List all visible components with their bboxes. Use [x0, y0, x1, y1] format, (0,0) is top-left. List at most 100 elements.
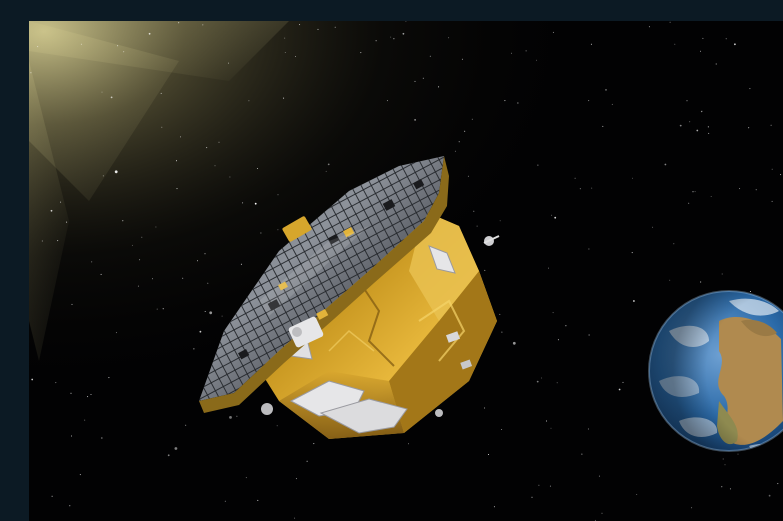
star [749, 88, 751, 90]
star [148, 32, 151, 35]
star [669, 279, 671, 281]
star [591, 187, 593, 189]
star [209, 311, 213, 315]
star [464, 130, 466, 132]
star [31, 378, 34, 381]
star [448, 37, 450, 39]
star [598, 475, 600, 477]
star [101, 91, 103, 93]
star [30, 72, 32, 74]
star [601, 512, 603, 514]
star [327, 163, 330, 166]
star [590, 43, 592, 45]
star [51, 495, 53, 497]
star [139, 259, 141, 261]
star [100, 273, 102, 275]
star [108, 377, 110, 379]
star [512, 341, 516, 345]
star [204, 311, 206, 312]
star [729, 488, 731, 490]
star [197, 260, 198, 262]
star [461, 58, 463, 60]
star [122, 220, 124, 222]
star [174, 447, 178, 450]
star [749, 291, 751, 292]
star [467, 175, 469, 177]
star [257, 168, 258, 169]
star [37, 46, 39, 48]
star [538, 484, 540, 486]
star [587, 428, 589, 430]
star [115, 332, 117, 334]
star [229, 176, 231, 178]
star [632, 177, 633, 179]
star [90, 394, 92, 395]
star [501, 429, 503, 430]
star [588, 100, 590, 102]
star [771, 168, 773, 170]
earth [648, 290, 783, 452]
star [579, 188, 581, 190]
star [180, 136, 181, 138]
star [701, 110, 703, 112]
star [631, 252, 633, 254]
star [551, 214, 553, 216]
star [501, 331, 503, 333]
star [739, 188, 741, 190]
solar-panel [199, 156, 449, 413]
star [284, 37, 286, 39]
star [525, 50, 527, 52]
star [458, 141, 460, 143]
star [162, 308, 164, 310]
star [429, 55, 431, 57]
star [636, 494, 638, 495]
star [550, 427, 552, 429]
star [611, 103, 613, 105]
star [156, 308, 158, 310]
star [41, 240, 43, 242]
star [771, 200, 773, 202]
star [277, 229, 279, 231]
star [618, 388, 621, 391]
star [178, 22, 180, 24]
star [313, 443, 315, 445]
star [294, 517, 296, 519]
star [224, 500, 226, 502]
space-illustration [29, 21, 783, 521]
star [71, 303, 73, 305]
star [193, 348, 195, 350]
star [70, 392, 72, 394]
star [277, 194, 279, 196]
star [240, 263, 242, 265]
star [664, 163, 667, 166]
star [202, 24, 204, 26]
star [700, 281, 702, 283]
star [673, 243, 675, 245]
star [708, 132, 710, 134]
star [214, 165, 216, 167]
star [284, 52, 286, 53]
star [715, 63, 717, 65]
star [185, 424, 187, 426]
star [69, 505, 71, 507]
star [588, 334, 590, 336]
star [276, 425, 278, 427]
star [504, 100, 506, 102]
star [295, 56, 296, 57]
star [242, 202, 244, 204]
star [652, 226, 654, 228]
star [393, 38, 395, 40]
star [734, 43, 736, 46]
star [722, 458, 724, 460]
star [254, 202, 257, 205]
star [692, 191, 694, 193]
star [100, 437, 103, 439]
star [229, 416, 232, 419]
star [55, 382, 57, 384]
star [117, 45, 119, 47]
star [648, 26, 650, 28]
star [260, 232, 262, 234]
star [66, 221, 68, 223]
star [221, 315, 223, 317]
star [414, 119, 416, 121]
